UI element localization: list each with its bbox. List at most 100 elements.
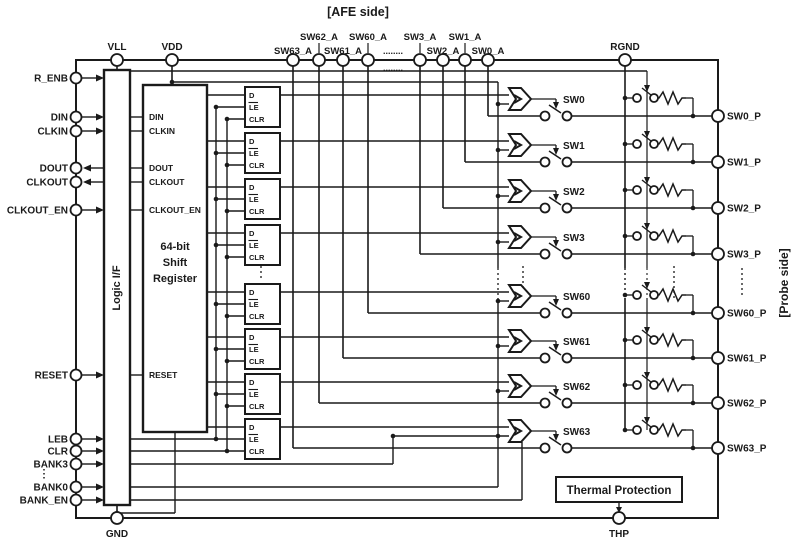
latch-box [244,224,281,266]
left-pin [69,124,83,138]
switch-terminal [561,307,573,319]
row-resistor-junction [690,400,696,406]
shift-register-title: 64-bit [160,241,190,253]
buffer-chevron-glyph [513,186,524,196]
switch-label: SW2 [563,187,585,198]
row-resistor-junction [690,159,696,165]
le-bus-junction [213,150,219,156]
buffer-chevron-glyph [513,232,524,242]
buffer-enable-junction [495,101,501,107]
buffer-chevron-glyph [513,94,524,104]
latch-le-label: LE [249,149,259,158]
clr-bus-junction [224,116,230,122]
latch-le-label: LE [249,103,259,112]
left-pin-label: BANK3 [34,460,69,471]
left-pin [69,493,83,507]
sw-a-pin [286,53,300,67]
row-resistor-junction [690,445,696,451]
switch-terminal [561,110,573,122]
sw-p-pin-label: SW61_P [727,354,767,365]
shift-register-title: Register [153,273,198,285]
sw-p-pin-label: SW2_P [727,204,761,215]
latch-d-label: D [249,229,255,238]
thermal-arrow [616,507,622,513]
switch-label: SW63 [563,427,591,438]
discharge-switch-contact [641,133,652,142]
sw-a-pin-label: SW61_A [324,46,362,57]
sw-p-pin [711,351,725,365]
discharge-resistor [658,228,686,244]
switch-terminal [539,156,551,168]
sw-p-pin-label: SW60_P [727,309,767,320]
le-bus-junction [213,301,219,307]
discharge-switch-terminal [632,380,642,390]
discharge-switch-terminal [649,139,659,149]
switch-drive-arrow [553,148,559,155]
switch-drive-arrow [553,344,559,351]
discharge-switch-contact [641,284,652,293]
left-pin [69,71,83,85]
discharge-ctrl-arrow [644,223,650,230]
le-bus-junction [213,242,219,248]
sw-p-pin [711,201,725,215]
latch-clr-label: CLR [249,253,265,262]
buffer-chevron-glyph [513,381,524,391]
discharge-resistor [658,90,686,106]
buffer-enable-junction [495,193,501,199]
left-pin [69,432,83,446]
shift-register-pin-label: DIN [149,112,164,122]
discharge-ctrl-arrow [644,327,650,334]
discharge-switch-contact [641,225,652,234]
discharge-switch-terminal [649,335,659,345]
sw-a-pin-label: SW0_A [472,46,505,57]
discharge-ctrl-arrow [644,177,650,184]
sw-a-pin [458,53,472,67]
sw-p-pin-label: SW0_P [727,112,761,123]
shift-register-pin-label: RESET [149,370,178,380]
switch-contact [548,346,562,356]
discharge-switch-terminal [649,380,659,390]
switch-drive-arrow [553,240,559,247]
input-arrow [96,483,104,491]
vll-pin [110,53,124,67]
logic-if-label: Logic I/F [111,265,123,311]
buffer-chevron-glyph [513,291,524,301]
discharge-switch-terminal [632,231,642,241]
switch-contact [548,150,562,160]
discharge-switch-terminal [632,139,642,149]
le-bus-junction [213,391,219,397]
latch-le-label: LE [249,345,259,354]
switch-terminal [539,442,551,454]
sw-p-pin-label: SW62_P [727,399,767,410]
sw-a-pin [436,53,450,67]
rgnd-label: RGND [610,42,639,53]
latch-d-label: D [249,378,255,387]
discharge-ctrl-arrow [644,417,650,424]
sw-p-pin [711,441,725,455]
thermal-protection-box [555,476,683,503]
input-arrow [96,113,104,121]
switch-drive-arrow [553,299,559,306]
input-arrow [96,74,104,82]
switch-terminal [539,248,551,260]
vdd-label: VDD [161,42,182,53]
latch-clr-label: CLR [249,207,265,216]
thp-label: THP [609,529,629,540]
discharge-switch-terminal [649,290,659,300]
latch-box [244,132,281,174]
switch-terminal [539,110,551,122]
latch-box [244,86,281,128]
bank3-buffer-junction [390,433,396,439]
shift-register-pin-label: CLKOUT_EN [149,205,201,215]
discharge-switch-terminal [649,185,659,195]
latch-clr-label: CLR [249,115,265,124]
row-resistor-junction [690,113,696,119]
sw-a-pin [413,53,427,67]
input-arrow [96,496,104,504]
buffer-enable-junction [495,343,501,349]
buffer-enable-junction [495,388,501,394]
sw-a-ellipsis: ........ [383,63,403,73]
left-pin [69,110,83,124]
sw-a-pin-label: SW1_A [449,32,482,43]
shift-register-title: Shift [163,257,188,269]
